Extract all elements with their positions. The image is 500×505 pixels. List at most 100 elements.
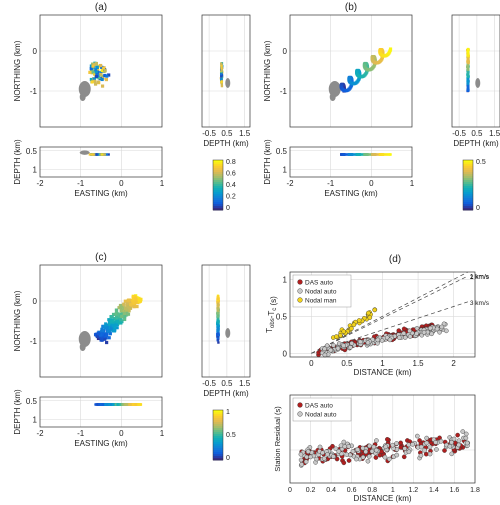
data-point [298,452,304,457]
data-point [351,322,357,328]
colorbar-frame [212,409,224,461]
data-point [456,442,462,448]
event-point [96,80,100,84]
colorbar-cell [463,176,473,179]
event-depth-point [100,403,104,406]
event-point [112,329,117,333]
event-point [111,312,116,317]
event-point [128,305,132,309]
event-point [129,302,133,307]
data-point [406,442,411,448]
event-point [100,68,104,73]
event-depth-point [220,82,224,86]
tick-label: 0.8 [367,487,377,494]
colorbar-cell [463,166,473,169]
event-depth-point [216,324,220,328]
data-point [322,352,328,358]
data-point [427,325,433,331]
event-point [94,74,99,79]
event-point [139,298,143,302]
event-point [123,317,127,322]
tick-label: 1 [283,275,288,284]
tick-label: 1 [391,487,395,494]
data-point [410,442,415,447]
tick-label: 0.5 [341,359,353,368]
data-point [463,431,469,437]
event-depth-point [467,49,470,52]
legend-marker [297,297,303,303]
event-depth-point [467,52,470,55]
colorbar-tick: 0 [226,205,230,212]
event-depth-point [466,79,469,82]
residual-frame [289,394,476,484]
event-point [93,79,97,83]
data-point [360,445,366,451]
event-point [97,332,101,336]
event-point [114,312,118,316]
x-axis-label: DISTANCE (km) [353,368,411,377]
data-point [331,454,336,459]
event-point [94,61,98,66]
x-axis-label: EASTING (km) [74,439,128,448]
event-point [99,338,103,342]
colorbar-frame [212,159,224,211]
event-point [96,336,101,341]
colorbar-cell [463,194,473,197]
data-point [383,444,389,450]
data-point [334,456,340,462]
event-depth-point [105,153,108,156]
event-depth-point [467,56,470,59]
colorbar-cell [213,162,223,165]
event-point [90,80,94,84]
data-point [314,456,319,462]
data-point [320,450,325,456]
data-point [424,440,430,446]
event-point [123,299,127,303]
event-depth-point [217,341,220,344]
event-depth-point [97,403,100,406]
data-point [303,459,309,465]
tick-label: 0 [119,179,124,188]
event-point [125,308,129,312]
data-point [375,337,381,343]
velocity-label: 1 km/s [470,274,490,281]
tick-label: 1 [380,359,385,368]
tick-label: -0.5 [452,129,466,138]
data-point [373,447,379,453]
event-point [95,67,100,71]
colorbar-cell [213,458,223,461]
array-footprint [475,78,481,88]
colorbar-cell [213,444,223,447]
event-point [105,340,109,345]
colorbar-cell [463,188,473,191]
tick-label: 1 [33,166,38,175]
data-point [367,443,372,449]
colorbar-cell [213,446,223,449]
event-point [104,323,108,327]
event-depth-point [88,153,92,156]
colorbar-cell [213,170,223,173]
data-point [427,451,433,457]
event-point [107,318,111,322]
data-point [353,456,359,462]
colorbar-cell [463,184,473,187]
colorbar-tick: 0.4 [226,182,236,189]
data-point [346,458,352,463]
data-point [377,452,383,458]
data-point [365,340,371,345]
data-point [455,432,460,438]
colorbar-cell [463,204,473,207]
event-depth-point [111,403,115,406]
colorbar-cell [213,188,223,191]
colorbar-cell [463,186,473,189]
event-point [115,309,119,313]
tick-label: -1 [30,337,38,346]
tick-label: -1 [327,179,335,188]
event-point [114,315,119,319]
y-axis-label: Tobs-Tc (s) [265,296,278,333]
data-point [390,442,395,448]
event-depth-point [216,332,220,335]
colorbar-cell [463,202,473,205]
tick-label: 1 [33,416,38,425]
tick-label: 0.5 [221,129,233,138]
